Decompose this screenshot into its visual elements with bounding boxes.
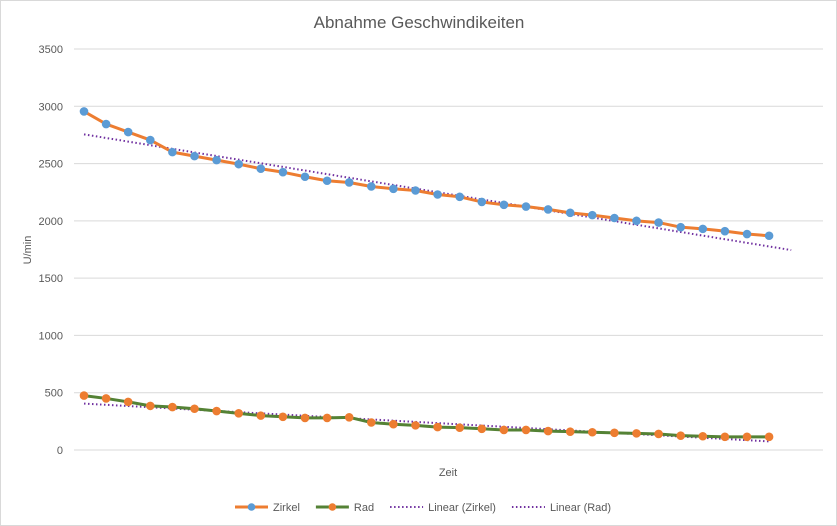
data-point (344, 413, 354, 422)
y-tick-label: 2000 (39, 216, 63, 228)
data-point (676, 431, 686, 440)
gridlines (74, 48, 823, 451)
data-point (477, 424, 487, 434)
legend: Zirkel Rad Linear (Zirkel) Linear (Rad) (235, 502, 611, 514)
data-point (389, 419, 398, 429)
data-point (543, 426, 553, 436)
data-point (565, 208, 575, 218)
data-point (190, 404, 199, 414)
data-point (610, 213, 619, 223)
data-point (764, 231, 774, 241)
legend-item-trend-rad: Linear (Rad) (511, 502, 611, 514)
data-point (278, 167, 288, 177)
data-point (698, 431, 708, 441)
data-point (168, 402, 177, 412)
legend-item-rad: Rad (315, 502, 374, 514)
legend-item-trend-zirkel: Linear (Zirkel) (390, 502, 496, 514)
trendline-zirkel (83, 133, 792, 252)
series-line (83, 394, 770, 439)
data-point (698, 224, 708, 234)
data-point (588, 427, 597, 437)
data-point (521, 425, 531, 435)
data-point (168, 147, 177, 157)
data-point (389, 184, 398, 194)
legend-marker (247, 503, 256, 511)
data-point (632, 429, 641, 438)
data-point (322, 176, 332, 186)
data-point (455, 423, 465, 432)
y-tick-label: 1500 (39, 273, 63, 285)
data-point (234, 409, 243, 418)
data-point (543, 205, 553, 214)
data-point (565, 427, 575, 436)
series-zirkel (79, 107, 774, 241)
legend-label: Rad (354, 502, 374, 514)
legend-label: Zirkel (273, 502, 300, 514)
data-point (411, 421, 420, 430)
data-point (477, 197, 487, 207)
data-point (278, 412, 288, 422)
data-point (588, 210, 597, 220)
data-point (212, 155, 221, 165)
data-point (455, 192, 465, 202)
data-point (499, 200, 509, 210)
data-point (610, 428, 619, 438)
data-point (101, 119, 111, 129)
data-point (146, 135, 155, 145)
y-axis-label: U/min (22, 236, 34, 265)
data-point (123, 397, 133, 407)
y-tick-label: 500 (45, 388, 63, 400)
series-layer (79, 107, 774, 442)
data-point (632, 216, 641, 226)
data-point (742, 432, 752, 442)
data-point (521, 202, 531, 211)
chart-title: Abnahme Geschwindikeiten (314, 13, 525, 32)
data-point (79, 391, 89, 400)
data-point (344, 178, 354, 187)
data-point (300, 172, 310, 182)
data-point (720, 432, 730, 442)
y-tick-label: 3500 (39, 44, 63, 56)
series-rad (79, 391, 774, 442)
y-tick-label: 0 (57, 445, 63, 457)
y-tick-label: 3000 (39, 101, 63, 113)
data-point (433, 422, 442, 432)
legend-label: Linear (Rad) (550, 502, 611, 514)
data-point (654, 429, 663, 439)
data-point (212, 406, 221, 416)
data-point (367, 418, 376, 427)
data-point (79, 107, 89, 116)
data-point (654, 218, 663, 227)
data-point (101, 394, 111, 403)
data-point (720, 226, 730, 236)
x-axis-label: Zeit (439, 467, 457, 479)
legend-label: Linear (Zirkel) (428, 502, 496, 514)
data-point (676, 222, 686, 232)
data-point (764, 432, 774, 442)
y-tick-label: 2500 (39, 159, 63, 171)
data-point (256, 411, 266, 420)
trendlines (83, 133, 792, 443)
y-axis-ticks: 0 500 1000 1500 2000 2500 3000 3500 (39, 44, 63, 457)
data-point (367, 182, 376, 191)
data-point (234, 159, 243, 169)
data-point (256, 164, 266, 174)
data-point (433, 190, 442, 199)
data-point (322, 413, 332, 423)
data-point (123, 127, 133, 137)
data-point (300, 413, 310, 423)
data-point (499, 425, 509, 435)
series-line (83, 110, 770, 238)
data-point (146, 401, 155, 411)
data-point (742, 229, 752, 239)
legend-marker (328, 503, 337, 511)
data-point (411, 186, 420, 195)
legend-item-zirkel: Zirkel (235, 502, 300, 514)
data-point (190, 151, 199, 161)
y-tick-label: 1000 (39, 330, 63, 342)
